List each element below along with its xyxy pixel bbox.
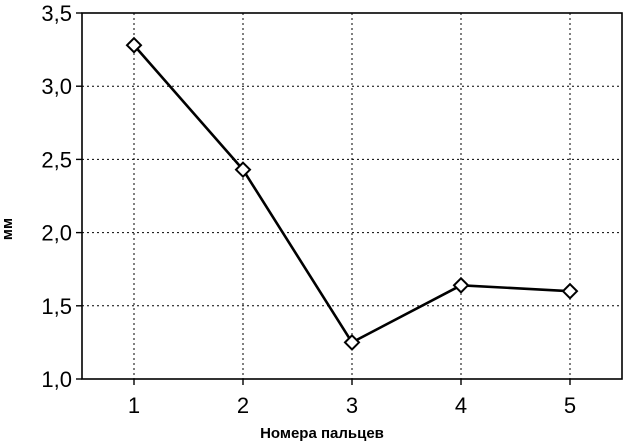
data-point-marker — [234, 161, 252, 179]
y-tick-label: 3,5 — [41, 1, 72, 26]
data-point-marker — [561, 282, 579, 300]
x-axis-ticks: 1 2 3 4 5 — [128, 379, 576, 418]
y-tick-label: 2,0 — [41, 221, 72, 246]
grid-lines — [82, 13, 622, 379]
y-axis-title: мм — [0, 218, 16, 240]
x-tick-label: 4 — [455, 393, 467, 418]
series-group — [125, 36, 579, 351]
x-tick-label: 5 — [564, 393, 576, 418]
data-point-marker — [125, 36, 143, 54]
y-tick-label: 1,0 — [41, 367, 72, 392]
y-axis-ticks: 1,0 1,5 2,0 2,5 3,0 3,5 — [41, 1, 82, 392]
x-tick-label: 1 — [128, 393, 140, 418]
y-tick-label: 1,5 — [41, 294, 72, 319]
y-tick-label: 3,0 — [41, 74, 72, 99]
x-axis-title: Номера пальцев — [260, 425, 384, 442]
data-point-marker — [452, 276, 470, 294]
x-tick-label: 3 — [346, 393, 358, 418]
y-tick-label: 2,5 — [41, 147, 72, 172]
x-tick-label: 2 — [237, 393, 249, 418]
data-point-marker — [343, 333, 361, 351]
